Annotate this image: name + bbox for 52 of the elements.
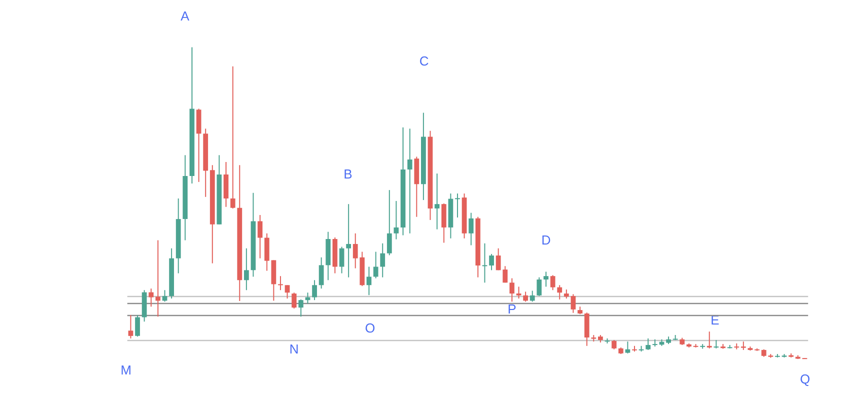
text: A [180, 8, 190, 24]
candlestick [394, 200, 399, 240]
annotation: O [364, 320, 376, 336]
candlestick [646, 338, 651, 350]
candlestick [155, 240, 160, 318]
candlestick [292, 292, 297, 310]
candlestick [244, 248, 249, 291]
candlestick [570, 294, 576, 314]
candlestick [224, 162, 228, 208]
candlestick [339, 246, 344, 274]
candlestick [258, 214, 263, 259]
candlestick [196, 108, 202, 182]
candlestick [230, 66, 236, 209]
candlestick [510, 278, 514, 302]
candlestick [386, 190, 392, 256]
candlestick [550, 274, 556, 291]
candlestick [564, 288, 569, 300]
candlestick [536, 276, 542, 297]
candlestick [516, 286, 522, 300]
candlestick [612, 339, 617, 350]
candlestick [148, 288, 154, 308]
candlestick [530, 290, 535, 302]
candlestick [407, 128, 412, 234]
candlestick [318, 256, 324, 290]
candlestick [482, 242, 488, 284]
annotation: D [541, 232, 551, 248]
candlestick [128, 314, 134, 339]
candlestick [706, 331, 712, 349]
text: Q [800, 372, 810, 386]
candlestick [284, 284, 290, 300]
candlestick [441, 202, 446, 244]
annotation: C [419, 54, 429, 68]
annotation: P [508, 302, 516, 316]
candlestick [366, 266, 372, 296]
candlestick [434, 173, 440, 230]
candlestick [455, 192, 460, 218]
candlestick [373, 251, 378, 279]
annotation: N [289, 342, 299, 356]
candlestick [468, 212, 474, 246]
candlestick [544, 271, 548, 288]
annotation: B [344, 166, 352, 182]
candlestick [298, 298, 304, 318]
candlestick [557, 284, 562, 300]
candlestick [625, 341, 630, 354]
candlestick [380, 242, 386, 278]
candlestick [278, 276, 283, 291]
candlestick [346, 204, 352, 278]
candlestick [312, 280, 317, 301]
candlestick [489, 253, 494, 271]
text: M [120, 362, 132, 378]
candlestick [523, 291, 528, 302]
candlestick [135, 314, 140, 338]
